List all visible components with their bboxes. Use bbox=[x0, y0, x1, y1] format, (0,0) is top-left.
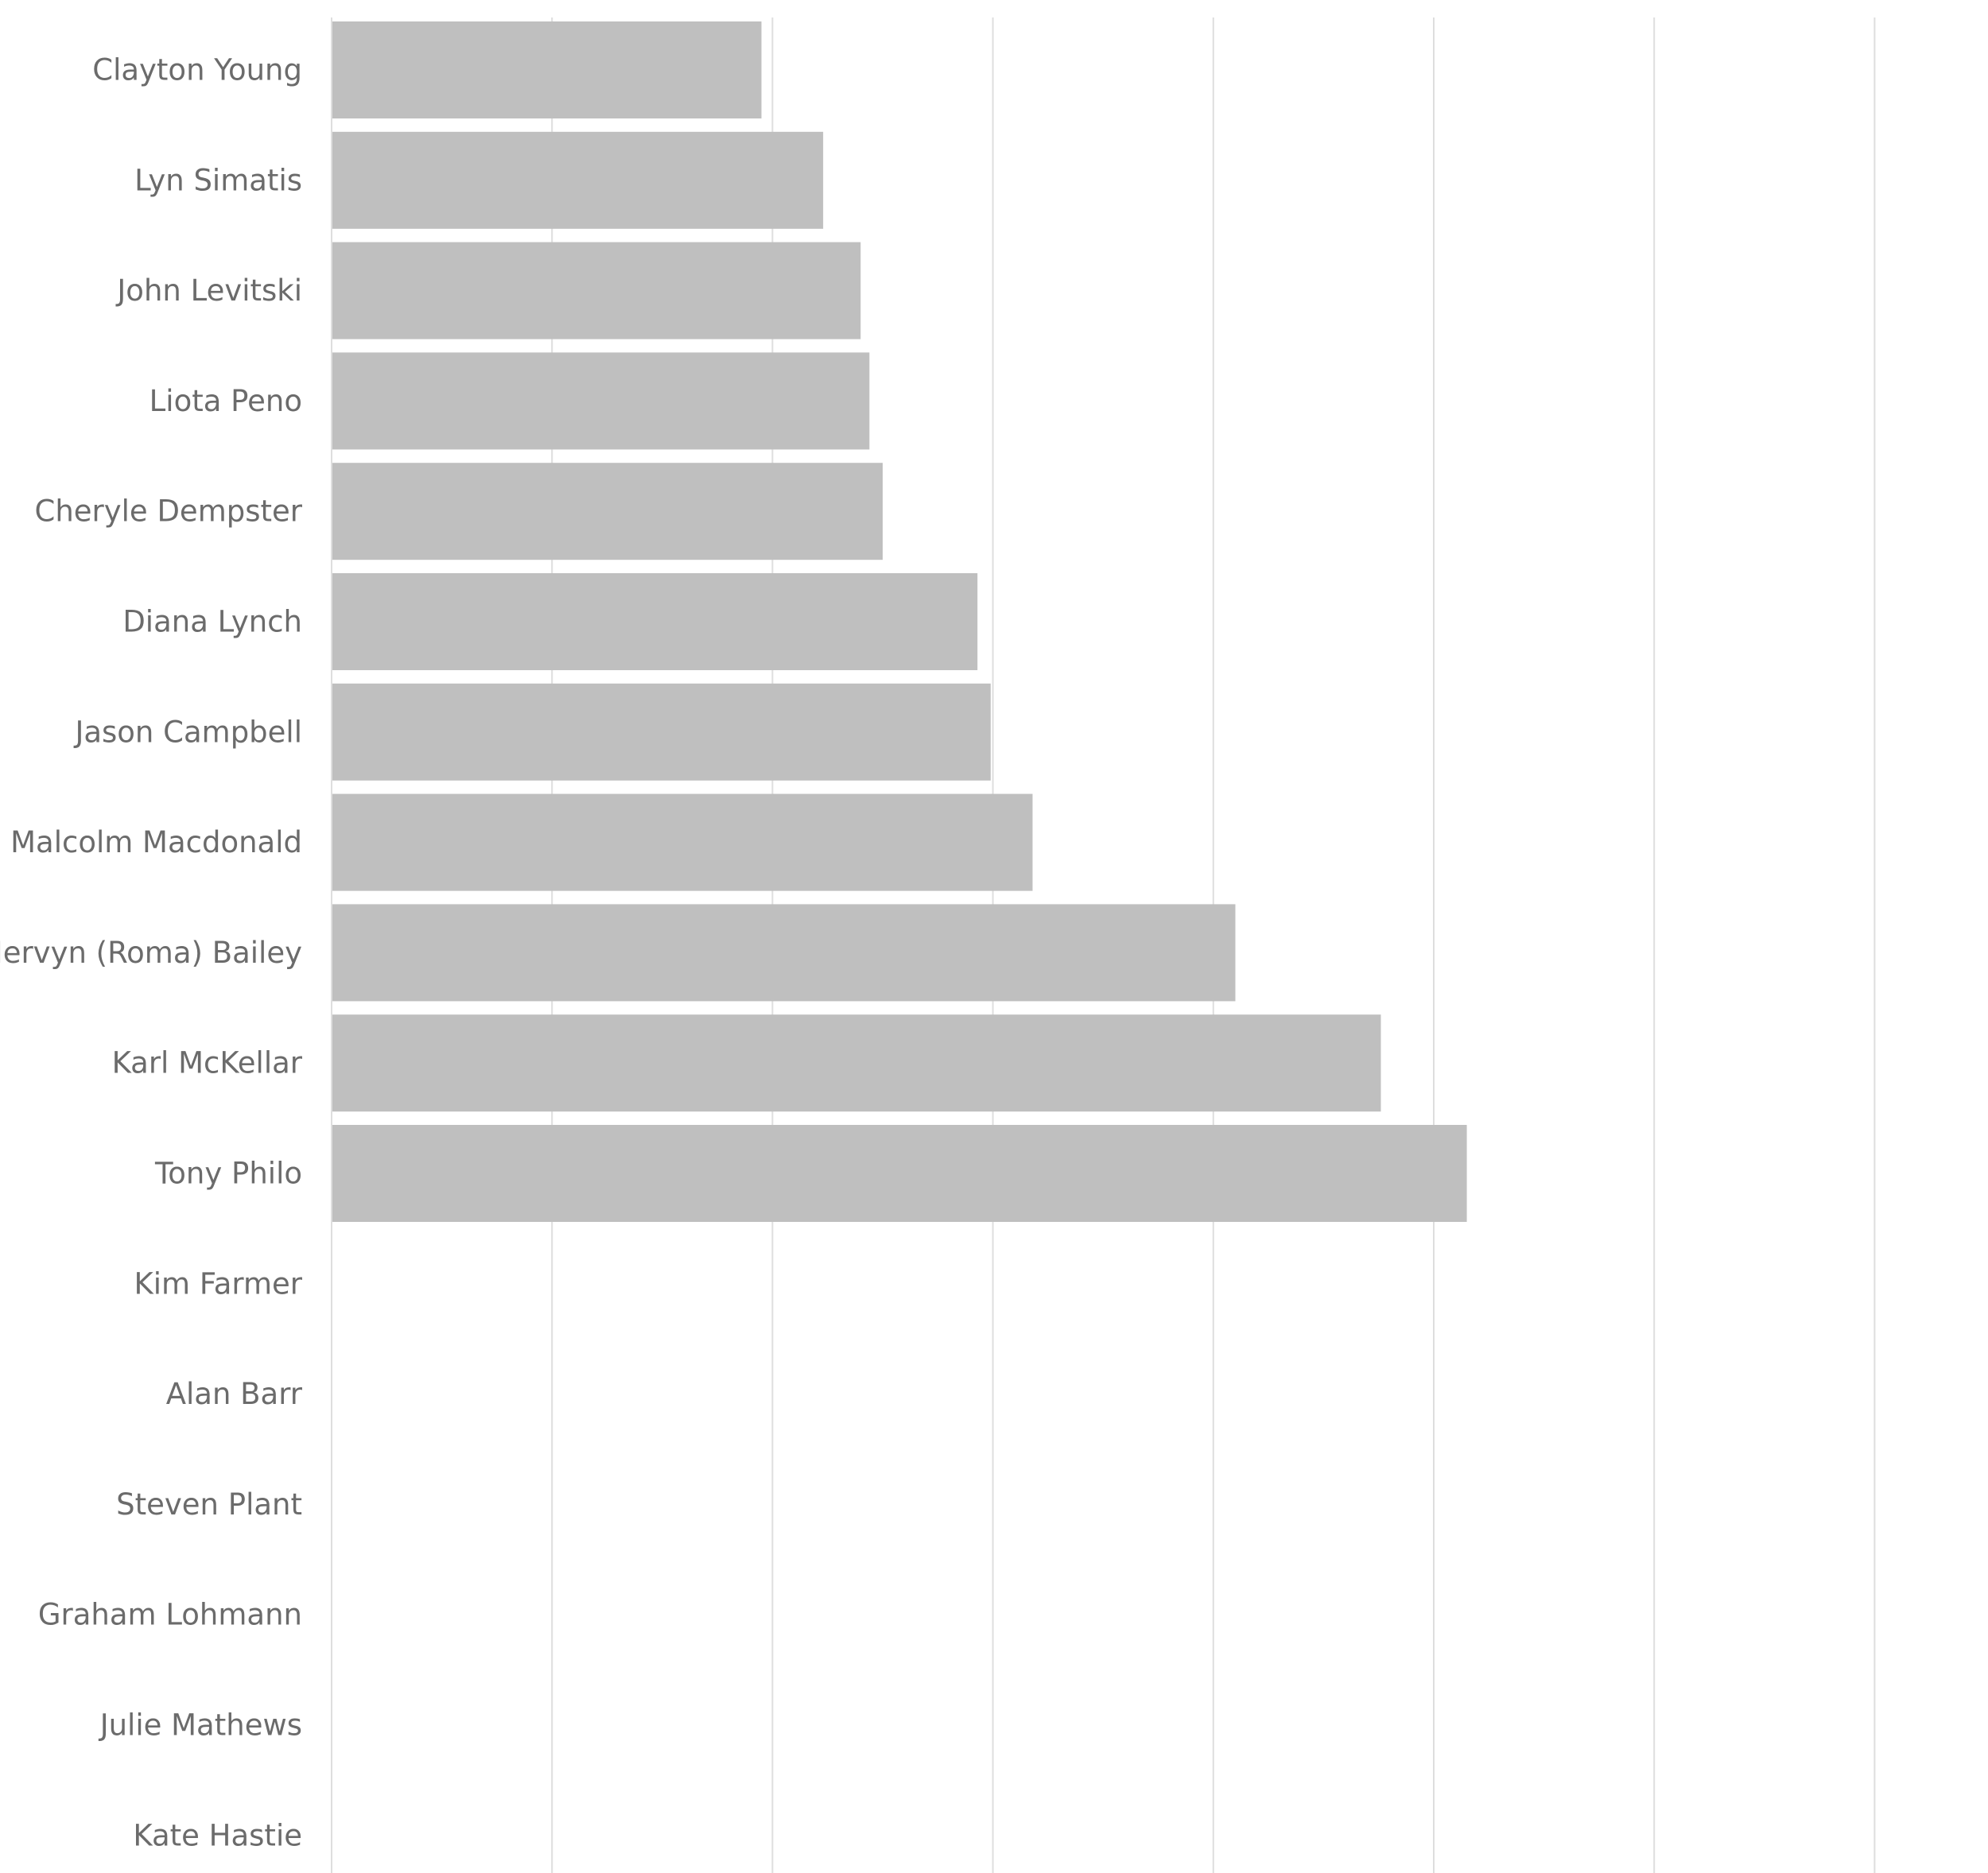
bar-john-levitski bbox=[332, 242, 861, 339]
category-label-karl-mckellar: Karl McKellar bbox=[112, 1046, 303, 1080]
category-label-liota-peno: Liota Peno bbox=[149, 384, 302, 418]
category-label-kate-hastie: Kate Hastie bbox=[133, 1818, 302, 1852]
category-label-steven-plant: Steven Plant bbox=[116, 1487, 302, 1522]
bars bbox=[332, 21, 1467, 1222]
bar-clayton-young bbox=[332, 21, 762, 118]
bar-liota-peno bbox=[332, 352, 870, 450]
category-label-john-levitski: John Levitski bbox=[115, 273, 302, 308]
bar-karl-mckellar bbox=[332, 1014, 1381, 1112]
category-label-julie-mathews: Julie Mathews bbox=[99, 1708, 302, 1743]
category-label-jason-campbell: Jason Campbell bbox=[73, 715, 302, 749]
category-label-clayton-young: Clayton Young bbox=[92, 53, 302, 87]
category-label-tony-philo: Tony Philo bbox=[154, 1157, 302, 1191]
category-label-diana-lynch: Diana Lynch bbox=[122, 605, 302, 639]
bar-jason-campbell bbox=[332, 683, 991, 781]
category-label-kim-farmer: Kim Farmer bbox=[134, 1266, 303, 1301]
bar-mervyn-roma-bailey bbox=[332, 904, 1236, 1002]
bar-lyn-simatis bbox=[332, 131, 824, 229]
bar-cheryle-dempster bbox=[332, 463, 883, 560]
bar-tony-philo bbox=[332, 1125, 1467, 1222]
bar-malcolm-macdonald bbox=[332, 793, 1033, 891]
category-label-malcolm-macdonald: Malcolm Macdonald bbox=[10, 825, 302, 859]
category-label-cheryle-dempster: Cheryle Dempster bbox=[34, 494, 302, 529]
category-label-mervyn-roma-bailey: Mervyn (Roma) Bailey bbox=[0, 936, 302, 970]
bar-diana-lynch bbox=[332, 573, 978, 670]
category-labels: Clayton Young Lyn Simatis John Levitski Lio… bbox=[0, 53, 303, 1853]
category-label-alan-barr: Alan Barr bbox=[166, 1377, 303, 1411]
category-label-graham-lohmann: Graham Lohmann bbox=[38, 1598, 302, 1632]
category-label-lyn-simatis: Lyn Simatis bbox=[134, 163, 302, 197]
